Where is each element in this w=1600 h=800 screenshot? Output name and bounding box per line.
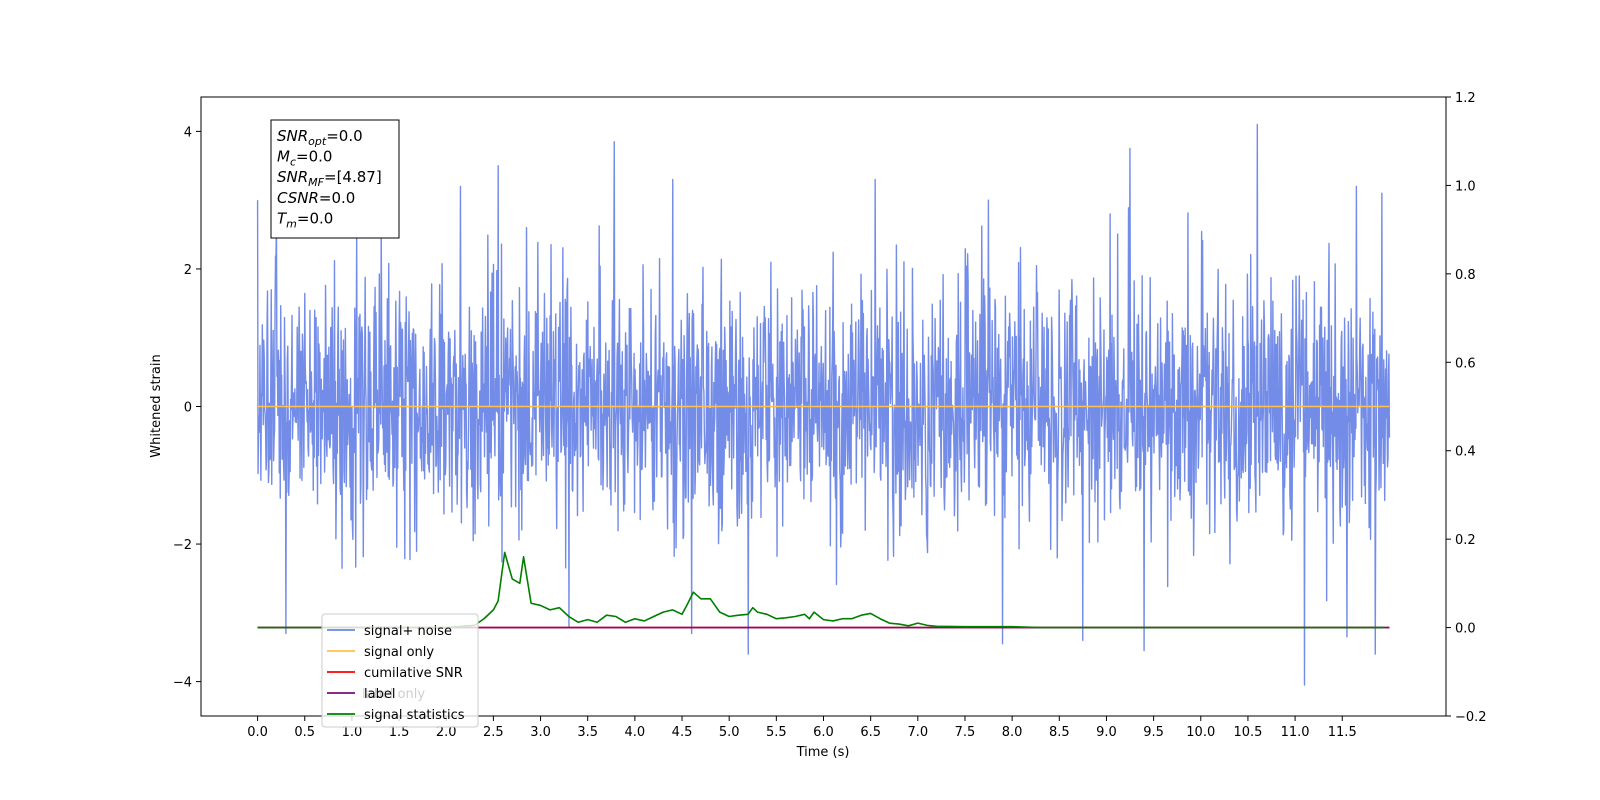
- x-tick-label: 0.0: [247, 725, 268, 740]
- annotation-frame: [270, 119, 400, 239]
- x-tick-label: 11.0: [1281, 725, 1310, 740]
- y2-tick-label: 1.0: [1455, 179, 1476, 194]
- y-tick-label: −4: [173, 676, 192, 691]
- x-tick-label: 5.5: [766, 725, 787, 740]
- y-tick-label: 0: [184, 401, 192, 416]
- y-axis-left: −4 −2 0 2 4: [173, 125, 201, 691]
- x-axis-label: Time (s): [796, 745, 850, 760]
- annotation-variable: T: [277, 209, 288, 227]
- legend-label: cumilative SNR: [364, 666, 463, 681]
- annotation-subscript: opt: [308, 135, 327, 148]
- x-tick-label: 9.0: [1096, 725, 1117, 740]
- y-tick-label: 4: [184, 125, 192, 140]
- annotation-value: =0.0: [326, 127, 362, 145]
- x-tick-label: 5.0: [719, 725, 740, 740]
- legend-label: signal+ noise: [364, 624, 452, 639]
- x-tick-label: 4.5: [672, 725, 693, 740]
- annotation-line: Tm=0.0: [277, 209, 333, 230]
- y-tick-label: −2: [173, 538, 192, 553]
- legend-label: signal statistics: [364, 708, 465, 723]
- annotation-value: =0.0: [296, 148, 332, 166]
- y2-tick-label: 0.0: [1455, 622, 1476, 637]
- x-tick-label: 1.5: [389, 725, 410, 740]
- y-axis-label: Whitened strain: [149, 354, 164, 457]
- annotation-line: CSNR=0.0: [277, 189, 355, 207]
- annotation-subscript: MF: [308, 176, 324, 189]
- annotation-line: Mc=0.0: [277, 148, 332, 169]
- annotation-subscript: m: [286, 217, 297, 230]
- annotation-value: =[4.87]: [324, 168, 382, 186]
- x-tick-label: 6.0: [813, 725, 834, 740]
- annotation-subscript: c: [290, 156, 296, 169]
- x-tick-label: 8.0: [1002, 725, 1023, 740]
- annotation-variable: M: [277, 148, 290, 166]
- legend-frame: [321, 613, 479, 728]
- x-tick-label: 7.5: [955, 725, 976, 740]
- x-axis: 0.0 0.5 1.0 1.5 2.0 2.5 3.0 3.5 4.0 4.5 5.0 5.5 6.0 6…: [247, 716, 1357, 740]
- x-tick-label: 9.5: [1143, 725, 1164, 740]
- legend-label: signal only: [364, 645, 434, 660]
- x-tick-label: 0.5: [294, 725, 315, 740]
- x-tick-label: 1.0: [342, 725, 363, 740]
- legend-label: label: [364, 687, 395, 702]
- x-tick-label: 4.0: [625, 725, 646, 740]
- annotation-box: SNRopt=0.0Mc=0.0SNRMF=[4.87]CSNR=0.0Tm=0…: [270, 119, 400, 239]
- legend-hidden-text: label only: [362, 687, 425, 702]
- x-tick-label: 10.5: [1233, 725, 1262, 740]
- y2-tick-label: 1.2: [1455, 91, 1476, 106]
- x-tick-label: 7.0: [907, 725, 928, 740]
- annotation-value: =0.0: [319, 189, 355, 207]
- y2-tick-label: 0.6: [1455, 356, 1476, 371]
- annotation-line: SNRopt=0.0: [277, 127, 363, 148]
- y-tick-label: 2: [184, 263, 192, 278]
- y2-tick-label: 0.4: [1455, 445, 1476, 460]
- annotation-value: =0.0: [297, 209, 333, 227]
- x-tick-label: 10.0: [1186, 725, 1215, 740]
- annotation-variable: SNR: [277, 168, 308, 186]
- x-tick-label: 6.5: [860, 725, 881, 740]
- x-tick-label: 2.0: [436, 725, 457, 740]
- y2-tick-label: 0.2: [1455, 533, 1476, 548]
- annotation-variable: SNR: [277, 127, 308, 145]
- annotation-line: SNRMF=[4.87]: [277, 168, 382, 189]
- y2-tick-label: −0.2: [1455, 710, 1487, 725]
- x-tick-label: 3.0: [530, 725, 551, 740]
- x-tick-label: 3.5: [577, 725, 598, 740]
- annotation-variable: CSNR: [277, 189, 319, 207]
- x-tick-label: 8.5: [1049, 725, 1070, 740]
- series-signal-statistics: [257, 551, 1385, 629]
- x-tick-label: 11.5: [1328, 725, 1357, 740]
- legend: label only signal+ noise signal only cumila…: [321, 613, 479, 728]
- y2-tick-label: 0.8: [1455, 268, 1476, 283]
- x-tick-label: 2.5: [483, 725, 504, 740]
- y-axis-right: −0.2 0.0 0.2 0.4 0.6 0.8 1.0 1.2: [1446, 91, 1487, 725]
